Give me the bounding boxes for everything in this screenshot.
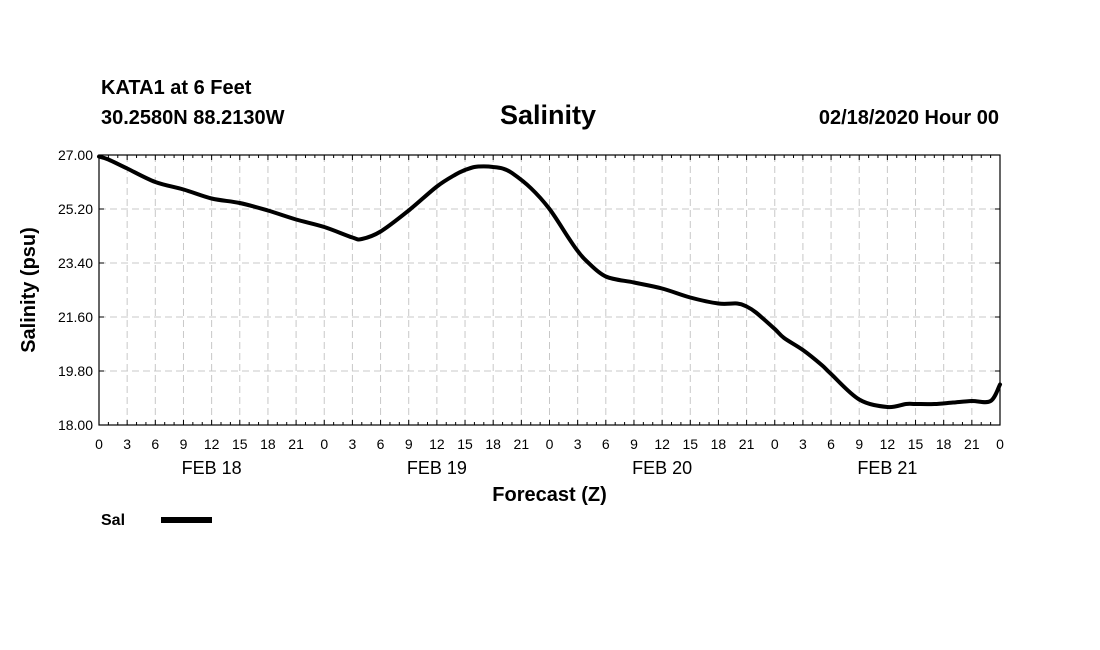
x-tick-label: 21 [288,436,304,452]
x-tick-label: 15 [232,436,248,452]
legend-label: Sal [101,512,125,529]
x-tick-label: 15 [457,436,473,452]
x-tick-label: 6 [602,436,610,452]
x-tick-label: 0 [996,436,1004,452]
x-tick-label: 18 [711,436,727,452]
x-tick-label: 3 [799,436,807,452]
y-tick-label: 18.00 [58,417,93,433]
x-tick-label: 18 [936,436,952,452]
x-tick-label: 9 [180,436,188,452]
x-day-label: FEB 21 [857,458,917,478]
x-tick-label: 12 [654,436,670,452]
x-tick-label: 18 [260,436,276,452]
y-tick-label: 23.40 [58,255,93,271]
x-tick-label: 3 [123,436,131,452]
station-coordinates: 30.2580N 88.2130W [101,107,285,129]
x-tick-label: 12 [429,436,445,452]
salinity-series-line [97,154,1002,410]
forecast-issue-time: 02/18/2020 Hour 00 [818,107,999,129]
x-tick-label: 3 [349,436,357,452]
grid-layer [99,155,1000,425]
x-tick-label: 0 [546,436,554,452]
x-tick-label: 6 [827,436,835,452]
y-tick-label: 27.00 [58,147,93,163]
station-name: KATA1 at 6 Feet [101,77,252,99]
x-day-label: FEB 19 [407,458,467,478]
y-tick-label: 21.60 [58,309,93,325]
x-tick-label: 21 [739,436,755,452]
x-tick-label: 0 [771,436,779,452]
x-axis-label: Forecast (Z) [492,484,606,506]
x-tick-label: 21 [514,436,530,452]
label-layer: 0 3 6 9 12 15 18 21 0 3 6 9 12 15 18 21 0 3 6 9 12 15 18 21 0 3 6 9… [58,147,1004,478]
x-tick-label: 9 [855,436,863,452]
plot-frame [98,154,1001,426]
x-tick-label: 6 [151,436,159,452]
x-tick-label: 15 [682,436,698,452]
x-tick-label: 0 [320,436,328,452]
x-tick-label: 21 [964,436,980,452]
x-day-label: FEB 18 [182,458,242,478]
x-tick-label: 12 [204,436,220,452]
x-tick-label: 18 [485,436,501,452]
x-tick-label: 0 [95,436,103,452]
x-tick-label: 9 [405,436,413,452]
y-tick-label: 19.80 [58,363,93,379]
x-tick-label: 6 [377,436,385,452]
chart-title: Salinity [500,100,597,130]
x-tick-label: 3 [574,436,582,452]
x-tick-label: 12 [880,436,896,452]
x-tick-label: 9 [630,436,638,452]
y-axis-label: Salinity (psu) [18,227,40,353]
x-tick-label: 15 [908,436,924,452]
y-tick-label: 25.20 [58,201,93,217]
x-day-label: FEB 20 [632,458,692,478]
